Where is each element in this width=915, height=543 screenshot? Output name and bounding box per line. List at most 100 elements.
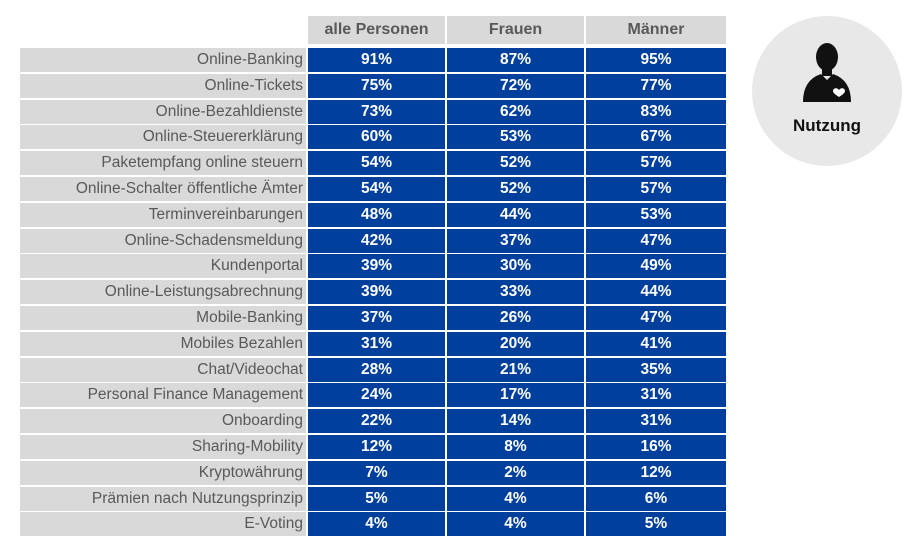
value-cell: 53% [586, 202, 726, 227]
table-row: Online-Leistungsabrechnung 39% 33% 44% [0, 280, 726, 305]
table-row: Kundenportal 39% 30% 49% [0, 254, 726, 279]
table-row: Sharing-Mobility 12% 8% 16% [0, 435, 726, 459]
value-cell: 35% [586, 357, 726, 382]
row-label: Prämien nach Nutzungsprinzip [20, 486, 306, 511]
value-cell: 31% [586, 383, 726, 408]
value-cell: 4% [447, 512, 584, 537]
value-cell: 87% [447, 48, 584, 72]
table-row: Online-Tickets 75% 72% 77% [0, 73, 726, 98]
value-cell: 60% [308, 125, 445, 150]
value-cell: 42% [308, 228, 445, 253]
row-label: Online-Steuererklärung [20, 125, 306, 150]
row-label: Online-Schadensmeldung [20, 228, 306, 253]
value-cell: 8% [447, 435, 584, 459]
value-cell: 47% [586, 228, 726, 253]
table-row: Mobile-Banking 37% 26% 47% [0, 306, 726, 330]
row-label: Onboarding [20, 409, 306, 434]
row-label: Online-Schalter öffentliche Ämter [20, 177, 306, 201]
column-header: Frauen [447, 16, 584, 44]
value-cell: 44% [447, 202, 584, 227]
value-cell: 48% [308, 202, 445, 227]
table-row: Chat/Videochat 28% 21% 35% [0, 357, 726, 382]
value-cell: 31% [586, 409, 726, 434]
value-cell: 39% [308, 254, 445, 279]
row-label: E-Voting [20, 512, 306, 537]
row-label: Mobiles Bezahlen [20, 331, 306, 356]
value-cell: 30% [447, 254, 584, 279]
row-label: Chat/Videochat [20, 357, 306, 382]
table-row: Online-Schalter öffentliche Ämter 54% 52% 5… [0, 177, 726, 201]
value-cell: 6% [586, 486, 726, 511]
value-cell: 75% [308, 73, 445, 98]
row-label: Sharing-Mobility [20, 435, 306, 459]
value-cell: 52% [447, 151, 584, 176]
row-label: Terminvereinbarungen [20, 202, 306, 227]
table-row: Online-Banking 91% 87% 95% [0, 48, 726, 72]
row-label: Online-Banking [20, 48, 306, 72]
value-cell: 57% [586, 177, 726, 201]
table-row: E-Voting 4% 4% 5% [0, 512, 726, 537]
value-cell: 20% [447, 331, 584, 356]
table-row: Online-Schadensmeldung 42% 37% 47% [0, 228, 726, 253]
table-row: Mobiles Bezahlen 31% 20% 41% [0, 331, 726, 356]
value-cell: 52% [447, 177, 584, 201]
value-cell: 22% [308, 409, 445, 434]
value-cell: 72% [447, 73, 584, 98]
value-cell: 5% [586, 512, 726, 537]
table-row: Onboarding 22% 14% 31% [0, 409, 726, 434]
value-cell: 47% [586, 306, 726, 330]
row-label: Mobile-Banking [20, 306, 306, 330]
value-cell: 7% [308, 460, 445, 485]
row-label: Online-Tickets [20, 73, 306, 98]
value-cell: 12% [586, 460, 726, 485]
value-cell: 67% [586, 125, 726, 150]
table-row: Kryptowährung 7% 2% 12% [0, 460, 726, 485]
row-label: Personal Finance Management [20, 383, 306, 408]
value-cell: 77% [586, 73, 726, 98]
value-cell: 17% [447, 383, 584, 408]
table-row: Personal Finance Management 24% 17% 31% [0, 383, 726, 408]
value-cell: 83% [586, 99, 726, 124]
value-cell: 4% [447, 486, 584, 511]
table-row: Prämien nach Nutzungsprinzip 5% 4% 6% [0, 486, 726, 511]
value-cell: 39% [308, 280, 445, 305]
table-row: Terminvereinbarungen 48% 44% 53% [0, 202, 726, 227]
table-row: Paketempfang online steuern 54% 52% 57% [0, 151, 726, 176]
badge-label: Nutzung [793, 116, 861, 135]
row-label: Kundenportal [20, 254, 306, 279]
value-cell: 28% [308, 357, 445, 382]
column-header: Männer [586, 16, 726, 44]
value-cell: 53% [447, 125, 584, 150]
row-label: Kryptowährung [20, 460, 306, 485]
value-cell: 57% [586, 151, 726, 176]
value-cell: 4% [308, 512, 445, 537]
usage-badge: Nutzung [752, 16, 902, 166]
value-cell: 31% [308, 331, 445, 356]
value-cell: 24% [308, 383, 445, 408]
value-cell: 49% [586, 254, 726, 279]
value-cell: 37% [447, 228, 584, 253]
row-label: Online-Leistungsabrechnung [20, 280, 306, 305]
value-cell: 62% [447, 99, 584, 124]
value-cell: 5% [308, 486, 445, 511]
value-cell: 16% [586, 435, 726, 459]
value-cell: 41% [586, 331, 726, 356]
value-cell: 95% [586, 48, 726, 72]
value-cell: 12% [308, 435, 445, 459]
value-cell: 73% [308, 99, 445, 124]
table-row: Online-Steuererklärung 60% 53% 67% [0, 125, 726, 150]
value-cell: 26% [447, 306, 584, 330]
value-cell: 21% [447, 357, 584, 382]
value-cell: 33% [447, 280, 584, 305]
column-header: alle Personen [308, 16, 445, 44]
table-row: Online-Bezahldienste 73% 62% 83% [0, 99, 726, 124]
value-cell: 37% [308, 306, 445, 330]
value-cell: 54% [308, 151, 445, 176]
value-cell: 91% [308, 48, 445, 72]
value-cell: 54% [308, 177, 445, 201]
value-cell: 44% [586, 280, 726, 305]
row-label: Paketempfang online steuern [20, 151, 306, 176]
value-cell: 2% [447, 460, 584, 485]
row-label: Online-Bezahldienste [20, 99, 306, 124]
